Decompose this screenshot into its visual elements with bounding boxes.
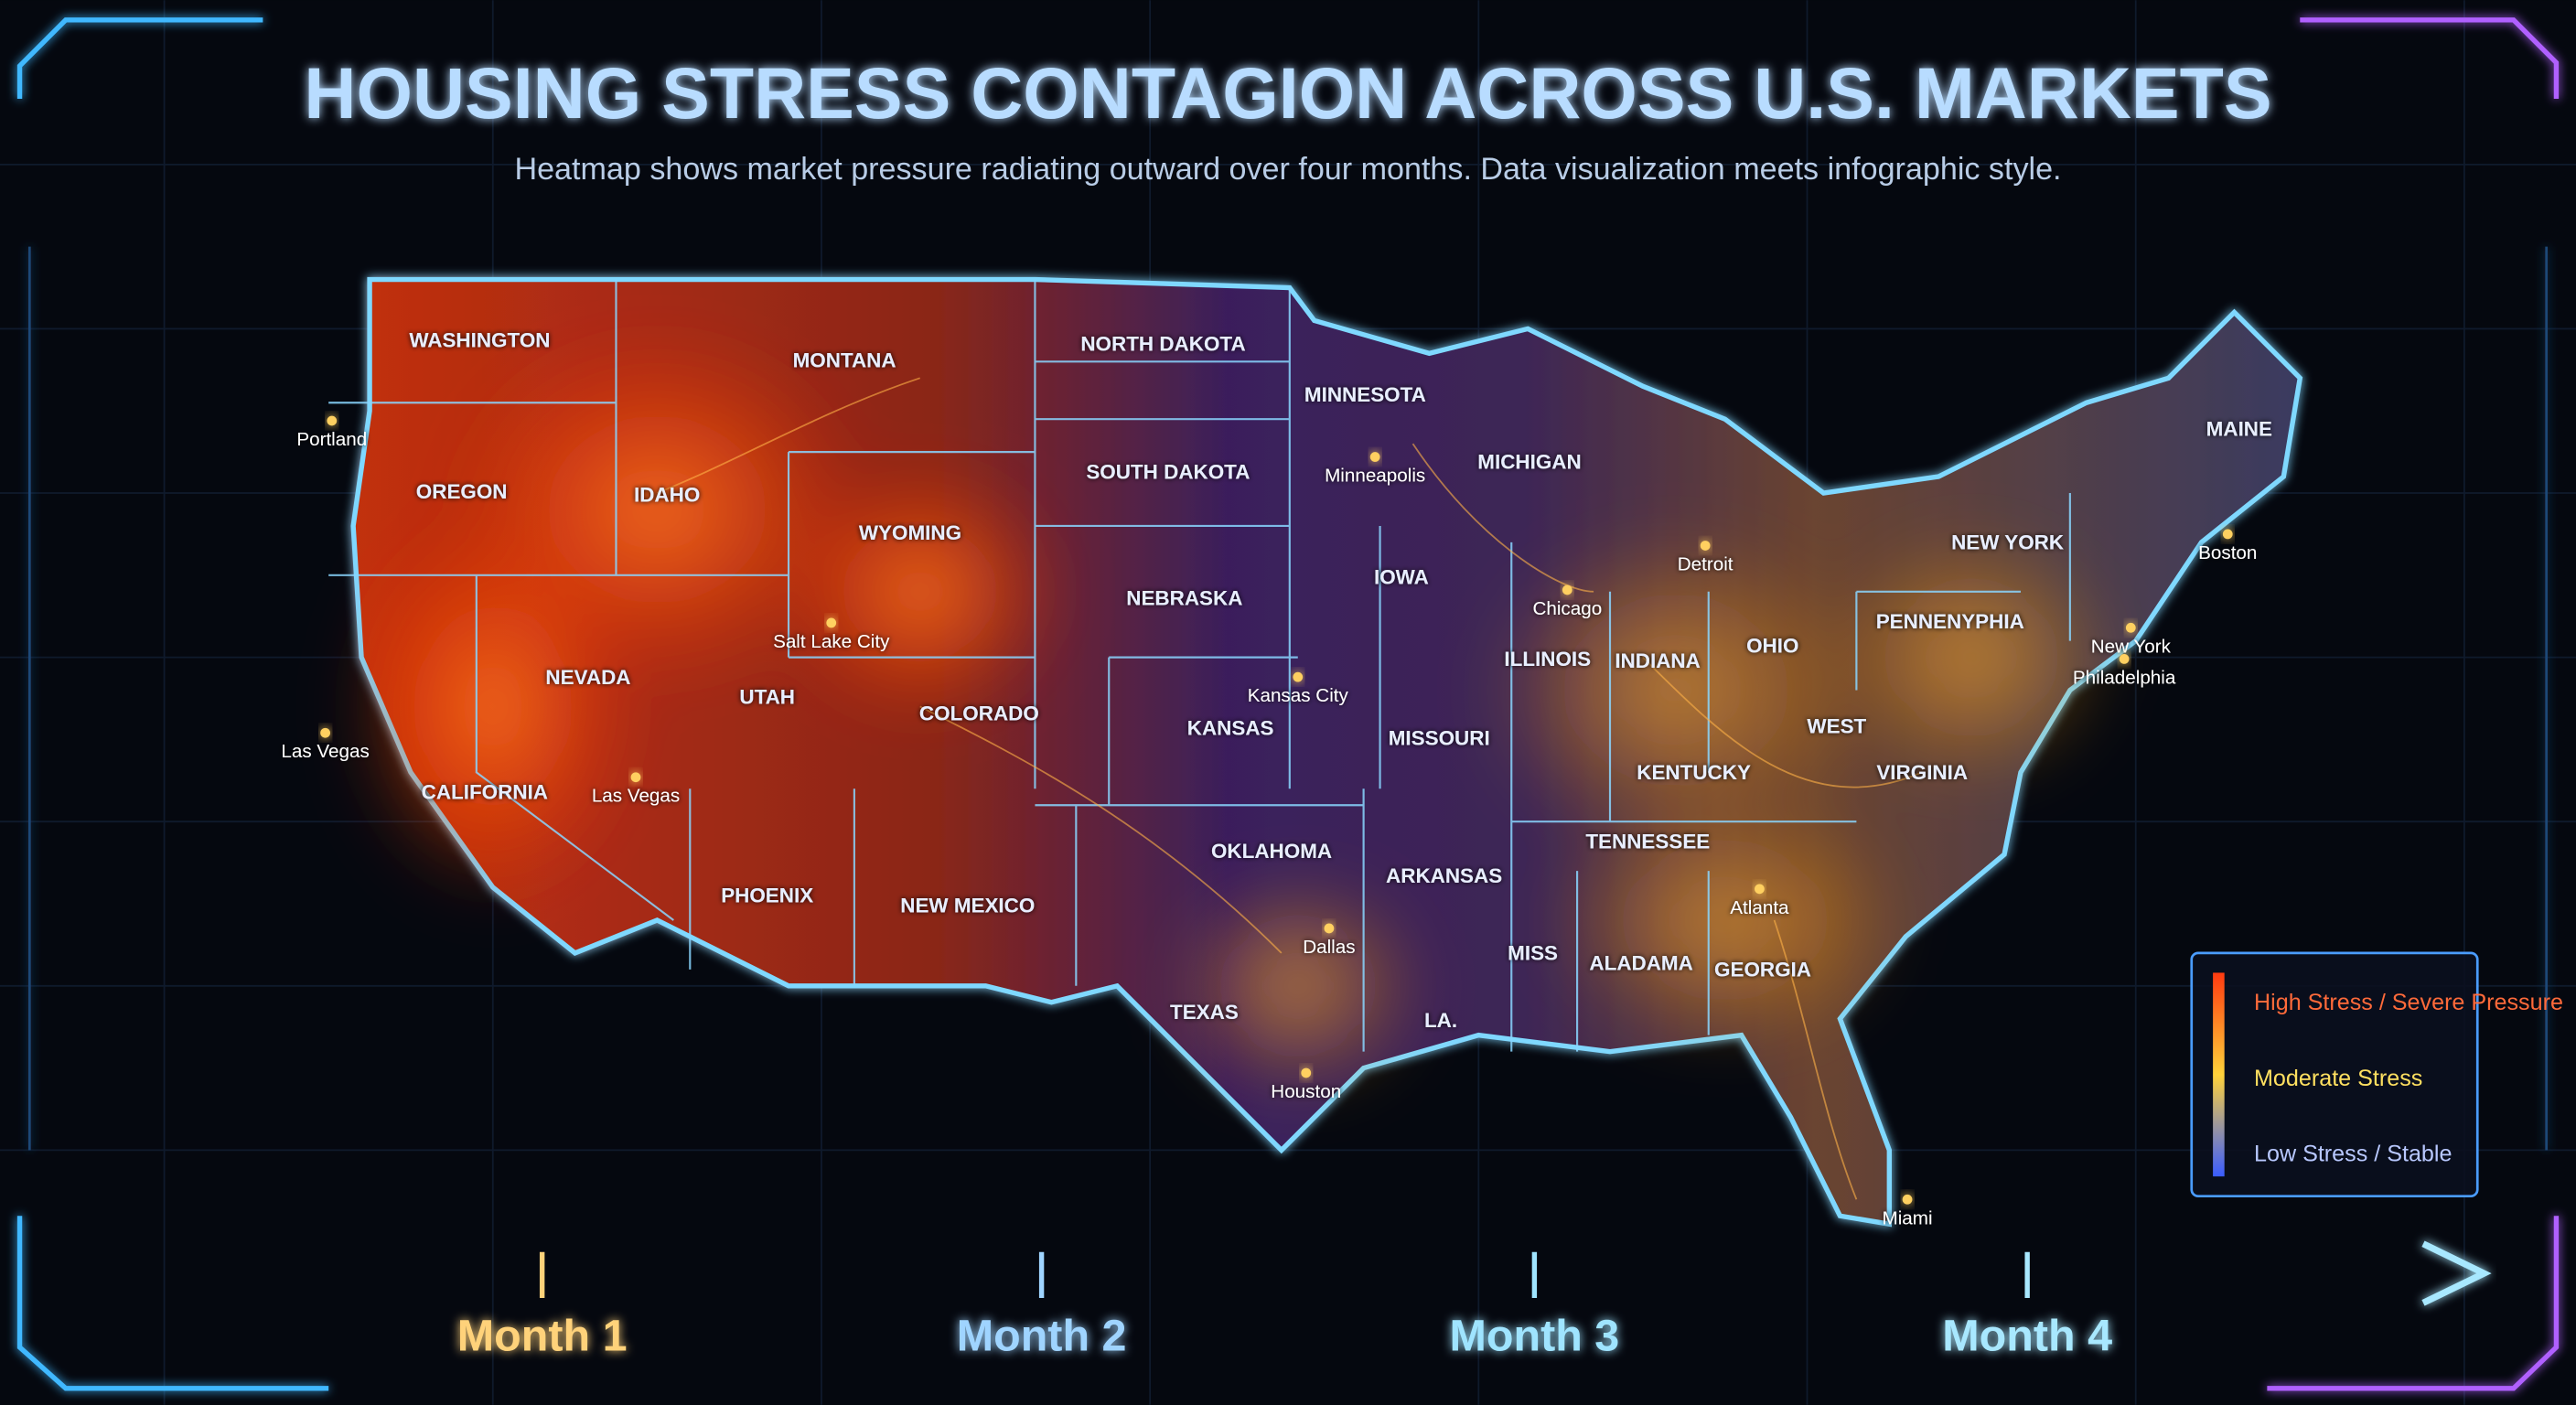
city-marker [1369, 452, 1380, 462]
heat-glow [345, 328, 2120, 1101]
city-marker [1324, 923, 1335, 934]
city-label: Portland [296, 429, 367, 450]
state-label: OREGON [416, 480, 508, 503]
state-label: PHOENIX [721, 885, 813, 907]
city-marker [2125, 622, 2136, 633]
state-label: NEVADA [545, 666, 630, 689]
state-label: MONTANA [793, 349, 896, 371]
city-label: Las Vegas [592, 786, 680, 807]
state-label: ARKANSAS [1386, 864, 1502, 887]
city-label: Dallas [1303, 937, 1355, 958]
state-label: NORTH DAKOTA [1080, 332, 1245, 355]
title: HOUSING STRESS CONTAGION ACROSS U.S. MAR… [304, 52, 2271, 134]
city-marker [2119, 654, 2130, 664]
legend-items: High Stress / Severe Pressure Moderate St… [2254, 990, 2563, 1166]
city-label: Salt Lake City [773, 631, 890, 652]
city-marker [327, 415, 338, 426]
state-label: IOWA [1374, 565, 1429, 588]
legend-label: High Stress / Severe Pressure [2254, 990, 2563, 1015]
state-label: MISSOURI [1389, 726, 1490, 749]
state-label: LA. [1424, 1009, 1457, 1032]
map-labels: WASHINGTON MONTANA NORTH DAKOTA MINNESOTA OR… [281, 329, 2272, 1229]
month-label: Month 3 [1450, 1312, 1620, 1361]
city-label: Kansas City [1248, 685, 1349, 706]
city-label: Minneapolis [1325, 466, 1425, 487]
city-marker [1301, 1067, 1312, 1078]
state-label: GEORGIA [1714, 959, 1811, 981]
city-label: Miami [1883, 1207, 1933, 1228]
city-label: Philadelphia [2073, 667, 2176, 688]
city-marker [826, 617, 837, 628]
state-label: MINNESOTA [1304, 383, 1426, 406]
state-label: COLORADO [919, 702, 1039, 724]
city-label: Chicago [1532, 598, 1602, 619]
timeline: Month 1 Month 2 Month 3 Month 4 [164, 1051, 2492, 1361]
timeline-arrow [2421, 1240, 2492, 1306]
state-label: WASHINGTON [409, 329, 550, 352]
city-marker [2222, 529, 2233, 540]
city-label: New York [2091, 636, 2172, 657]
state-label: TENNESSEE [1585, 830, 1710, 853]
state-label: KANSAS [1187, 717, 1274, 740]
month-label: Month 4 [1942, 1312, 2112, 1361]
city-marker [320, 727, 330, 738]
legend: High Stress / Severe Pressure Moderate St… [2190, 951, 2563, 1198]
month-labels: Month 1 Month 2 Month 3 Month 4 [457, 1251, 2112, 1361]
state-label: PENNENYPHIA [1876, 610, 2024, 633]
state-label: KENTUCKY [1637, 761, 1751, 784]
state-label: INDIANA [1615, 649, 1701, 672]
subtitle: Heatmap shows market pressure radiating … [514, 152, 2061, 187]
state-label: MICHIGAN [1477, 451, 1581, 474]
state-label: WYOMING [859, 521, 961, 544]
legend-scale [2213, 972, 2225, 1177]
city-marker [1700, 541, 1711, 551]
city-label: Atlanta [1730, 897, 1789, 918]
city-label: Houston [1271, 1081, 1341, 1102]
city-marker [1293, 671, 1304, 682]
legend-label: Moderate Stress [2254, 1066, 2422, 1091]
city-label: Las Vegas [281, 741, 369, 762]
state-label: TEXAS [1170, 1001, 1239, 1024]
state-label: NEW YORK [1951, 531, 2064, 554]
city-marker [1902, 1194, 1913, 1205]
legend-label: Low Stress / Stable [2254, 1141, 2452, 1166]
month-label: Month 1 [457, 1312, 628, 1361]
state-label: MAINE [2206, 418, 2272, 441]
city-label: Detroit [1678, 553, 1733, 574]
month-label: Month 2 [957, 1312, 1127, 1361]
city-marker [1755, 884, 1765, 895]
state-label: ILLINOIS [1504, 648, 1591, 670]
state-label: UTAH [739, 685, 795, 708]
state-borders [328, 279, 2071, 1052]
city-marker [630, 772, 641, 783]
state-label: OHIO [1746, 635, 1798, 658]
state-label: IDAHO [634, 484, 700, 507]
state-label: VIRGINIA [1876, 761, 1968, 784]
state-label: NEW MEXICO [900, 895, 1035, 917]
us-map [328, 276, 2303, 1228]
state-label: MISS [1508, 942, 1558, 965]
city-label: Boston [2198, 542, 2257, 563]
frame [16, 17, 2560, 1391]
state-label: ALADAMA [1589, 951, 1692, 974]
city-marker [1562, 585, 1572, 595]
state-label: SOUTH DAKOTA [1086, 460, 1250, 483]
state-label: OKLAHOMA [1211, 840, 1332, 863]
state-label: CALIFORNIA [422, 781, 548, 804]
state-label: NEBRASKA [1126, 587, 1242, 610]
legend-box [2190, 951, 2479, 1198]
state-label: WEST [1807, 715, 1866, 738]
stress-veins [657, 377, 1923, 1200]
